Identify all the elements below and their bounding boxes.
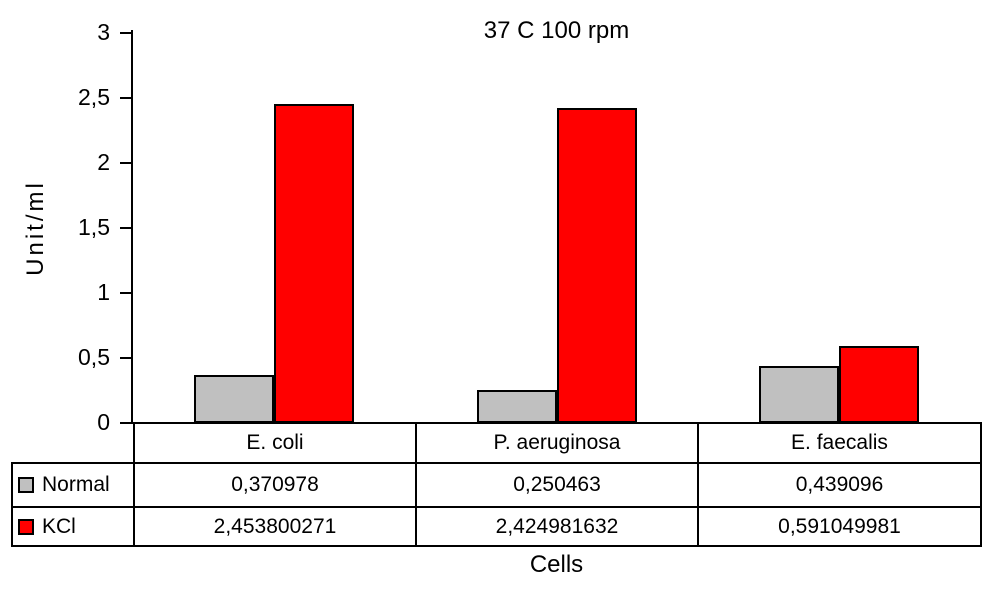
legend-cell-kcl: KCl [11, 506, 135, 547]
category-header-p-aeruginosa: P. aeruginosa [415, 422, 699, 464]
y-tick-label: 0,5 [78, 344, 110, 370]
kcl-series-swatch-icon [18, 518, 34, 535]
y-tick-mark [120, 32, 132, 34]
category-header-e-faecalis: E. faecalis [697, 422, 982, 464]
y-tick-label: 1,5 [78, 214, 110, 240]
value-kcl-p-aeruginosa: 2,424981632 [415, 506, 699, 547]
y-tick-label: 0 [97, 409, 110, 435]
bar-normal-p-aeruginosa [477, 390, 557, 423]
value-normal-e-coli: 0,370978 [133, 462, 417, 508]
legend-label-kcl: KCl [42, 514, 76, 538]
value-normal-p-aeruginosa: 0,250463 [415, 462, 699, 508]
y-tick-mark [120, 162, 132, 164]
y-tick-mark [120, 227, 132, 229]
category-header-row: E. coli P. aeruginosa E. faecalis [12, 422, 982, 464]
bar-kcl-e-faecalis [839, 346, 919, 423]
normal-series-swatch-icon [18, 477, 34, 493]
plot-area [133, 33, 980, 423]
y-tick-label: 2,5 [78, 84, 110, 110]
y-tick-label: 3 [97, 19, 110, 45]
bar-normal-e-coli [194, 375, 274, 423]
y-tick-label: 2 [97, 149, 110, 175]
y-axis-ticks: 0 0,5 1 1,5 2 2,5 3 [0, 21, 132, 434]
x-axis-label: Cells [529, 551, 584, 578]
y-tick-label: 1 [97, 279, 110, 305]
y-tick-mark [120, 357, 132, 359]
value-normal-e-faecalis: 0,439096 [697, 462, 982, 508]
table-row-kcl: KCl 2,453800271 2,424981632 0,591049981 [11, 506, 982, 547]
bar-kcl-p-aeruginosa [557, 108, 637, 423]
y-axis-line [131, 30, 133, 424]
table-row-normal: Normal 0,370978 0,250463 0,439096 [11, 462, 982, 508]
data-table: E. coli P. aeruginosa E. faecalis Normal… [11, 422, 982, 547]
value-kcl-e-faecalis: 0,591049981 [697, 506, 982, 547]
bar-normal-e-faecalis [759, 366, 839, 423]
y-tick-mark [120, 97, 132, 99]
chart-title: 37 C 100 rpm [483, 17, 630, 44]
value-kcl-e-coli: 2,453800271 [133, 506, 417, 547]
y-tick-mark [120, 292, 132, 294]
legend-cell-normal: Normal [11, 462, 135, 508]
category-header-e-coli: E. coli [133, 422, 417, 464]
legend-label-normal: Normal [42, 473, 110, 496]
bar-kcl-e-coli [274, 104, 354, 423]
y-tick-mark [120, 422, 132, 424]
table-corner-blank [12, 423, 134, 463]
